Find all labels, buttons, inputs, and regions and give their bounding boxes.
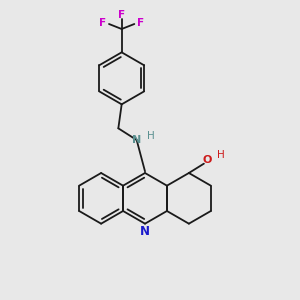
Text: F: F	[118, 10, 125, 20]
Text: F: F	[99, 18, 106, 28]
Text: H: H	[217, 150, 224, 160]
Text: O: O	[202, 155, 212, 165]
Text: N: N	[140, 225, 150, 238]
Text: H: H	[147, 131, 154, 141]
Text: F: F	[137, 18, 145, 28]
Text: N: N	[132, 135, 141, 145]
